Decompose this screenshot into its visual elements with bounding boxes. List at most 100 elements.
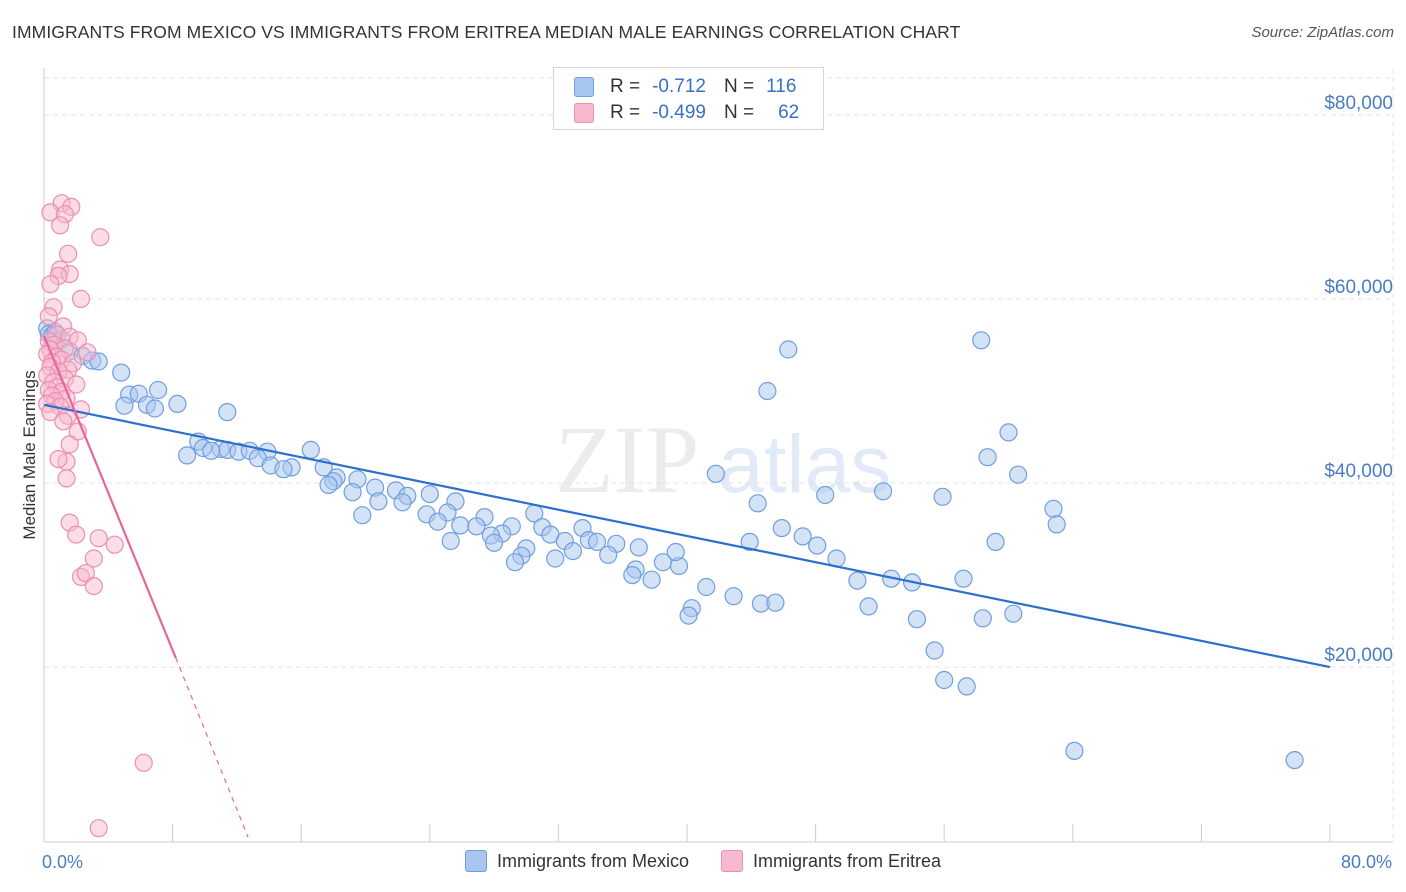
eritrea-point xyxy=(134,753,153,772)
mexico-point xyxy=(793,527,812,546)
mexico-trendline xyxy=(43,403,1331,669)
series-eritrea-points xyxy=(38,194,153,838)
mexico-point xyxy=(587,532,607,552)
mexico-point xyxy=(218,403,237,422)
mexico-point xyxy=(935,670,954,690)
mexico-point xyxy=(353,506,372,525)
legend-swatch-eritrea xyxy=(721,850,743,872)
eritrea-point xyxy=(84,549,103,568)
chart-title: IMMIGRANTS FROM MEXICO VS IMMIGRANTS FRO… xyxy=(12,22,961,42)
stats-row-eritrea: R = -0.499 N = 62 xyxy=(574,100,799,126)
mexico-point xyxy=(772,518,791,538)
mexico-point xyxy=(115,396,134,415)
stats-swatch-mexico xyxy=(574,77,594,97)
legend-label-eritrea: Immigrants from Eritrea xyxy=(753,850,942,871)
y-tick-labels: $20,000 $40,000 $60,000 $80,000 xyxy=(1324,93,1393,666)
mexico-point xyxy=(679,606,698,625)
mexico-point xyxy=(168,394,187,413)
eritrea-point xyxy=(89,529,108,548)
mexico-point xyxy=(1065,741,1084,761)
legend: Immigrants from Mexico Immigrants from E… xyxy=(0,850,1406,872)
mexico-point xyxy=(697,577,716,597)
mexico-point xyxy=(202,441,221,460)
x-axis-max-label: 80.0% xyxy=(1340,852,1392,872)
stats-swatch-eritrea xyxy=(574,103,594,123)
eritrea-point xyxy=(60,435,79,454)
mexico-point xyxy=(758,381,777,401)
eritrea-trendline-extension xyxy=(175,657,249,838)
eritrea-point xyxy=(78,343,97,362)
mexico-point xyxy=(972,331,991,350)
mexico-point xyxy=(859,597,878,616)
mexico-point xyxy=(301,440,320,459)
mexico-point xyxy=(986,532,1005,552)
trendlines xyxy=(42,335,1331,838)
mexico-point xyxy=(505,553,525,572)
mexico-point xyxy=(933,487,952,506)
eritrea-point xyxy=(76,564,95,583)
stats-r-label: R = xyxy=(610,102,641,123)
eritrea-point xyxy=(57,469,76,488)
mexico-point xyxy=(178,446,197,465)
mexico-point xyxy=(740,532,759,552)
series-mexico-points xyxy=(38,319,1304,770)
mexico-point xyxy=(978,448,997,467)
stats-n-value: 62 xyxy=(778,102,800,123)
mexico-point xyxy=(629,538,648,557)
eritrea-point xyxy=(58,244,78,263)
mexico-point xyxy=(724,587,743,606)
y-axis-label: Median Male Earnings xyxy=(20,370,39,539)
axis-layer xyxy=(43,68,1393,843)
mexico-point xyxy=(393,493,412,512)
mexico-point xyxy=(485,533,504,552)
mexico-point xyxy=(1285,750,1304,770)
mexico-point xyxy=(467,517,486,536)
mexico-point xyxy=(848,571,867,590)
mexico-point xyxy=(1008,465,1028,484)
legend-item-eritrea[interactable]: Immigrants from Eritrea xyxy=(721,850,941,872)
mexico-point xyxy=(816,485,835,505)
mexico-point xyxy=(319,475,338,494)
mexico-point xyxy=(779,340,798,359)
mexico-point xyxy=(563,541,583,561)
eritrea-point xyxy=(71,289,91,308)
mexico-point xyxy=(441,531,460,551)
mexico-point xyxy=(1004,604,1023,623)
mexico-point xyxy=(973,609,992,628)
y-tick-label: $80,000 xyxy=(1324,93,1393,114)
mexico-point xyxy=(149,380,168,400)
mexico-point xyxy=(925,641,944,660)
eritrea-trendline xyxy=(42,335,177,659)
mexico-point xyxy=(546,549,565,568)
stats-n-value: 116 xyxy=(766,76,797,97)
mexico-point xyxy=(642,570,661,589)
x-axis-min-label: 0.0% xyxy=(42,852,84,872)
stats-r-label: R = xyxy=(610,76,641,97)
mexico-point xyxy=(999,423,1018,442)
mexico-point xyxy=(766,593,785,612)
mexico-point xyxy=(666,542,685,562)
mexico-point xyxy=(907,610,927,629)
stats-row-mexico: R = -0.712 N = 116 xyxy=(574,74,796,100)
eritrea-point xyxy=(54,412,73,431)
eritrea-point xyxy=(89,819,108,838)
mexico-point xyxy=(420,485,439,504)
grid-layer xyxy=(44,68,1394,842)
legend-item-mexico[interactable]: Immigrants from Mexico xyxy=(464,850,689,872)
eritrea-point xyxy=(67,525,86,544)
stats-n-label: N = xyxy=(723,76,755,97)
mexico-point xyxy=(748,494,767,513)
eritrea-point xyxy=(39,307,58,326)
stats-r-value: -0.499 xyxy=(652,102,706,123)
mexico-point xyxy=(706,464,726,483)
mexico-point xyxy=(957,677,976,696)
stats-n-label: N = xyxy=(723,102,755,123)
legend-swatch-mexico xyxy=(464,850,487,872)
eritrea-point xyxy=(105,535,124,554)
stats-legend: R = -0.712 N = 116 R = -0.499 N = 62 xyxy=(553,67,824,130)
eritrea-point xyxy=(68,331,87,350)
source-label: Source: ZipAtlas.com xyxy=(1251,24,1394,41)
mexico-point xyxy=(954,569,973,588)
mexico-point xyxy=(873,482,893,501)
watermark-atlas: atlas xyxy=(718,419,891,510)
